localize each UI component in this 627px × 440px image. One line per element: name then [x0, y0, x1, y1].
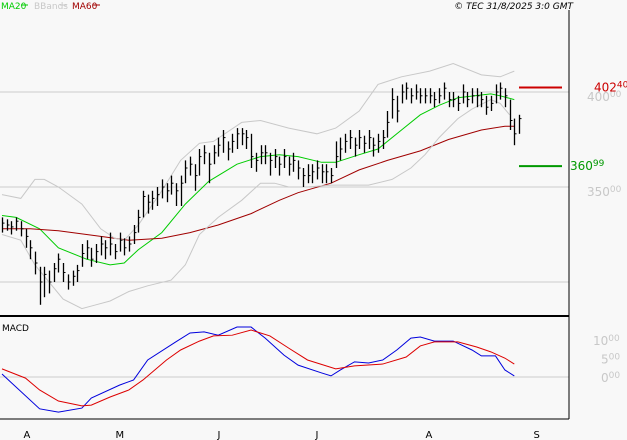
legend-ma60: MA60 [72, 2, 98, 12]
macd-signal-line [1, 329, 515, 407]
y-tick-label: 35000 [587, 185, 622, 199]
x-tick-label: S [534, 430, 540, 440]
macd-y-tick-label: 000 [601, 371, 620, 385]
legend-bbands: BBands [34, 2, 68, 12]
legend: MA20 BBands MA60 [1, 2, 100, 12]
x-tick-label: J [217, 430, 221, 440]
macd-title: MACD [2, 324, 29, 334]
x-tick-label: A [24, 430, 31, 440]
macd-line [1, 326, 515, 413]
x-tick-label: A [426, 430, 433, 440]
series-ma20-line [1, 93, 515, 266]
legend-ma20: MA20 [1, 2, 27, 12]
x-tick-label: M [116, 430, 125, 440]
macd-panel: 1000 500 000 [0, 326, 620, 413]
copyright-timestamp: © TEC 31/8/2025 3:0 GMT [454, 2, 574, 12]
x-tick-label: J [315, 430, 319, 440]
y-tick-label: 40000 [587, 90, 622, 104]
price-level-label: 40240 [594, 80, 627, 94]
price-level-label: 36099 [570, 159, 605, 173]
series-bbands-line [1, 62, 515, 241]
series-bbands-line [1, 99, 510, 310]
price-panel: 40000 35000 40240 36099 [0, 62, 627, 310]
series-ma60-line [2, 125, 515, 241]
macd-y-tick-label: 500 [601, 353, 620, 367]
macd-y-tick-label: 1000 [593, 334, 620, 348]
